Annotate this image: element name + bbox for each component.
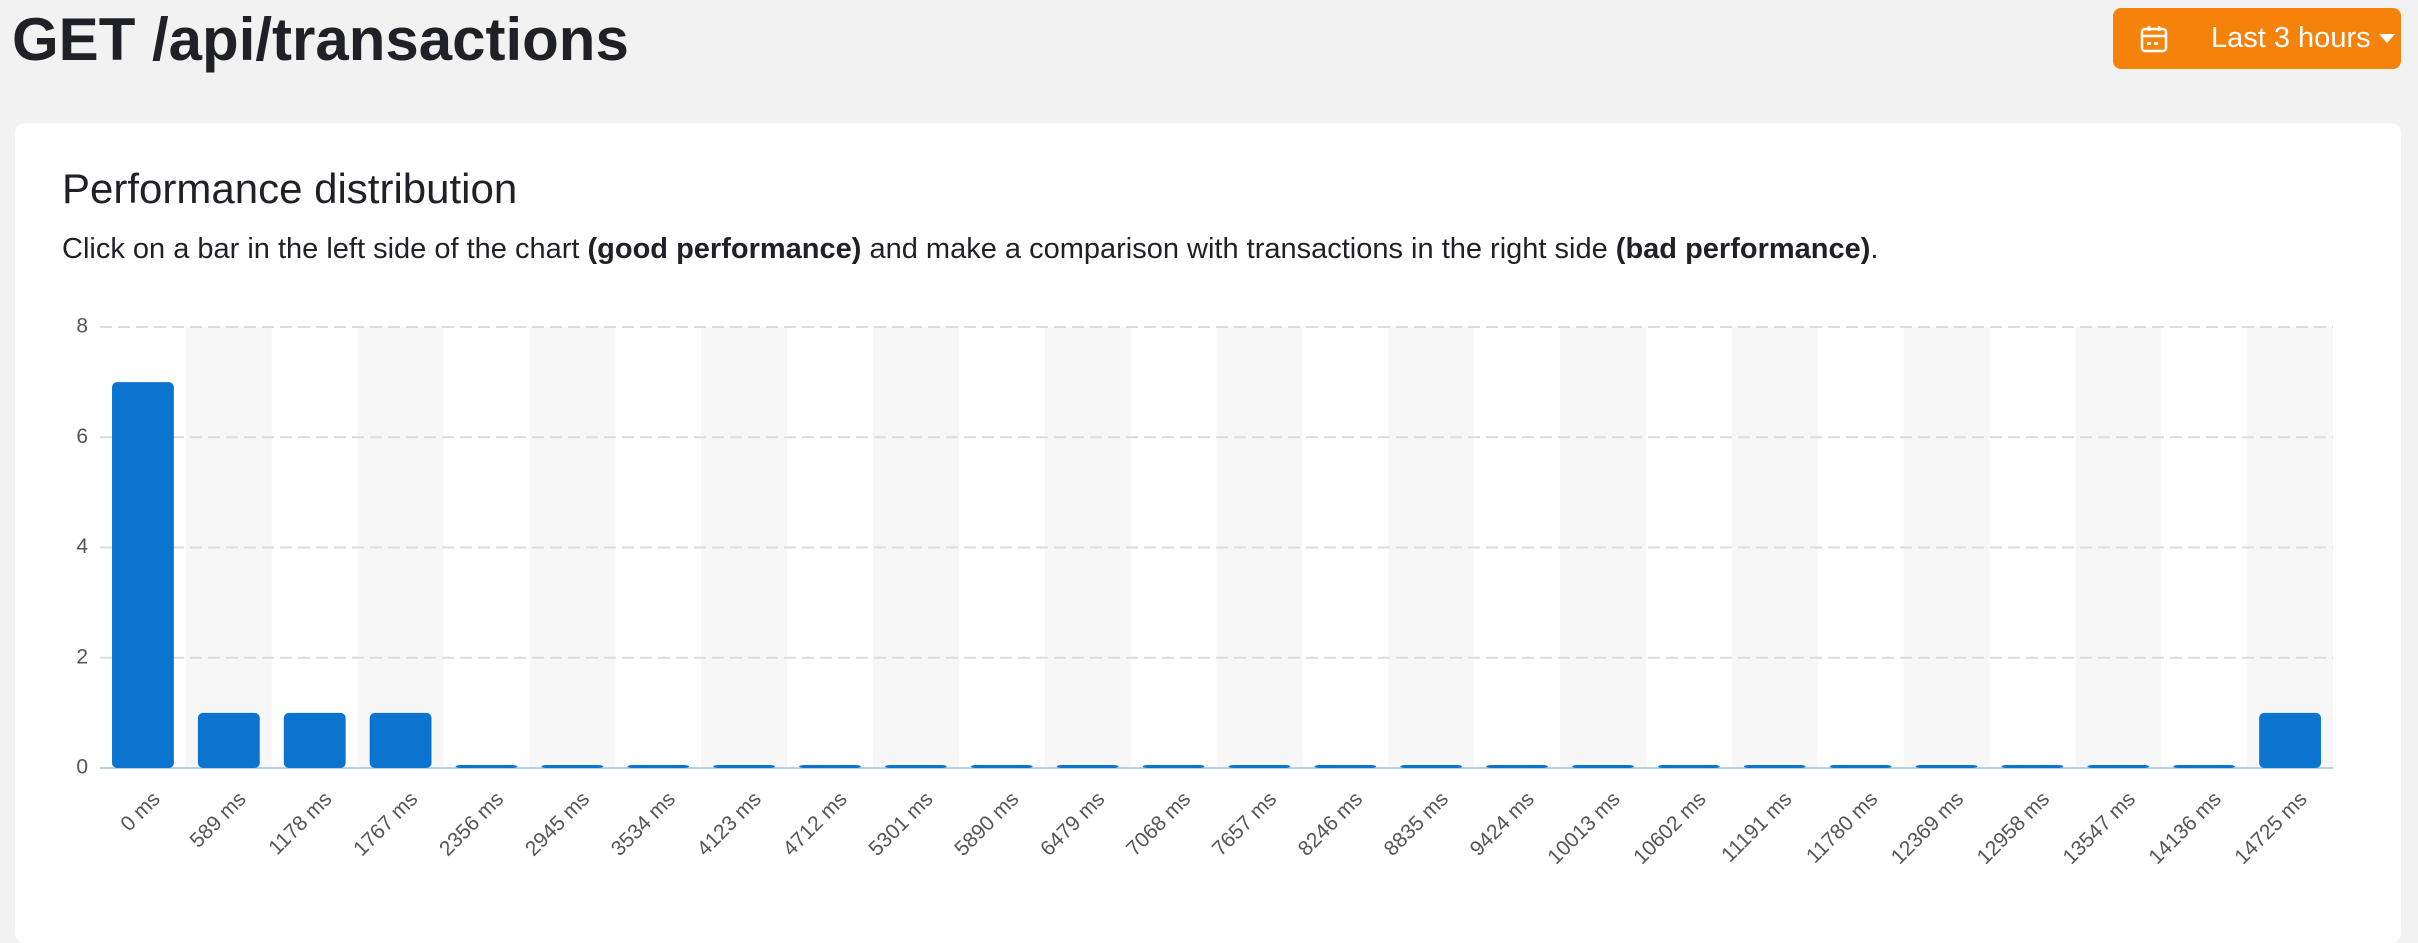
x-tick-label: 1767 ms [349,787,422,860]
bar[interactable] [884,765,947,768]
x-tick-label: 8246 ms [1294,787,1367,860]
x-tick-label: 2945 ms [521,787,594,860]
page-title: GET /api/transactions [12,6,629,73]
bar[interactable] [970,765,1033,768]
y-tick-label: 2 [76,645,88,668]
desc-text: . [1870,233,1879,265]
bar[interactable] [2087,765,2150,768]
bar[interactable] [1056,765,1119,768]
bar[interactable] [1572,765,1634,768]
x-tick-label: 11780 ms [1802,787,1882,867]
x-tick-label: 2356 ms [435,787,508,860]
page: {"header": {"title": "GET /api/transacti… [12,6,2401,943]
description: Click on a bar in the left side of the c… [62,233,1878,266]
bar[interactable] [369,712,432,768]
bar[interactable] [1228,765,1291,768]
x-tick-label: 9424 ms [1466,787,1539,860]
x-tick-label: 14136 ms [2144,787,2225,868]
x-tick-label: 10013 ms [1543,787,1624,868]
bar[interactable] [1142,765,1205,768]
bar[interactable] [1657,765,1720,768]
y-tick-label: 4 [76,535,88,558]
x-tick-label: 589 ms [186,787,251,852]
x-tick-label: 12958 ms [1973,787,2054,868]
x-tick-label: 14725 ms [2230,787,2311,868]
bar[interactable] [2259,712,2321,768]
desc-text: Click on a bar in the left side of the c… [62,233,588,265]
x-tick-label: 7657 ms [1208,787,1281,860]
x-tick-label: 5301 ms [864,787,937,860]
x-tick-label: 4123 ms [693,787,766,860]
bar[interactable] [627,765,690,768]
bar[interactable] [713,765,776,768]
desc-bold: (bad performance) [1615,233,1871,265]
bar[interactable] [197,712,260,768]
x-tick-label: 6479 ms [1036,787,1109,860]
bar[interactable] [112,382,174,768]
caret [2378,34,2395,43]
time-range-label: Last 3 hours [2211,22,2371,54]
bar[interactable] [1915,765,1978,768]
bar[interactable] [1743,765,1806,768]
time-range-button[interactable]: Last 3 hours [2113,8,2401,69]
bar[interactable] [1314,765,1377,768]
x-tick-label: 12369 ms [1887,787,1968,868]
desc-bold: (good performance) [587,233,862,265]
bar[interactable] [2001,765,2064,768]
bar[interactable] [283,712,346,768]
bar[interactable] [455,765,518,768]
bar[interactable] [1486,765,1549,768]
y-tick-label: 8 [76,315,88,338]
bar[interactable] [799,765,861,768]
x-tick-label: 4712 ms [779,787,852,860]
chart: 0 2 4 6 8 0 ms 589 ms 1178 ms 1767 ms 2356 ms 2945… [76,315,2333,869]
x-tick-label: 11191 ms [1717,787,1796,866]
calendar-icon [2140,25,2168,52]
bar[interactable] [541,765,604,768]
bar[interactable] [1829,765,1892,768]
x-tick-label: 8835 ms [1380,787,1453,860]
x-tick-label: 3534 ms [607,787,680,860]
desc-text: and make a comparison with transactions … [861,233,1616,265]
bar[interactable] [2173,765,2236,768]
x-tick-label: 7068 ms [1122,787,1195,860]
card-title: Performance distribution [62,165,518,212]
y-tick-label: 0 [76,756,88,779]
x-tick-label: 1178 ms [264,787,336,859]
x-tick-label: 10602 ms [1629,787,1710,868]
bar[interactable] [1400,765,1463,768]
x-tick-label: 5890 ms [950,787,1023,860]
x-tick-label: 13547 ms [2059,787,2140,868]
x-tick-label: 0 ms [116,787,164,835]
card: Performance distribution Click on a bar … [15,123,2401,943]
y-tick-label: 6 [76,425,88,448]
